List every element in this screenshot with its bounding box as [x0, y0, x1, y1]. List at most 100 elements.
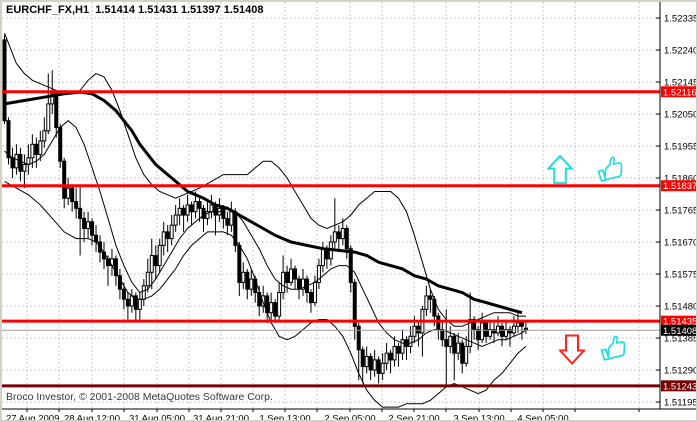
- arrow-down-icon[interactable]: [559, 334, 585, 365]
- bear-candle: [90, 221, 95, 236]
- bull-candle: [161, 231, 166, 246]
- bear-candle: [34, 143, 39, 155]
- x-tick-label: 2 Sep 05:00: [324, 414, 375, 422]
- bear-candle: [121, 288, 126, 300]
- bear-candle: [153, 254, 158, 267]
- bull-candle: [312, 281, 317, 304]
- bull-candle: [301, 278, 305, 290]
- bull-candle: [468, 318, 473, 347]
- x-tick-label: 4 Sep 05:00: [517, 414, 568, 422]
- candles-layer: [2, 34, 528, 387]
- bull-candle: [14, 153, 19, 169]
- y-tick-label: 1.51480: [664, 302, 698, 313]
- bull-candle: [30, 143, 35, 159]
- bear-candle: [440, 329, 445, 341]
- bull-candle: [50, 93, 55, 105]
- bull-candle: [261, 295, 266, 307]
- bear-candle: [74, 201, 79, 209]
- bear-candle: [237, 244, 242, 283]
- bull-candle: [169, 224, 174, 240]
- thumb-up-icon[interactable]: [598, 332, 626, 362]
- bear-candle: [245, 271, 250, 290]
- y-tick-label: 1.51860: [664, 174, 698, 185]
- bull-candle: [316, 265, 321, 283]
- level-price-badge: [661, 180, 696, 192]
- arrow-up-icon[interactable]: [547, 155, 573, 184]
- bull-candle: [193, 201, 198, 213]
- x-tick-label: 1 Sep 13:00: [259, 414, 310, 422]
- bear-candle: [428, 295, 433, 300]
- bear-candle: [484, 322, 489, 337]
- bear-candle: [507, 329, 512, 334]
- bull-candle: [332, 231, 337, 243]
- bear-candle: [308, 292, 313, 304]
- bull-candle: [269, 302, 274, 314]
- x-axis[interactable]: 27 Aug 2009 28 Aug 12:00 31 Aug 05:00 31 Au…: [6, 409, 640, 422]
- bear-candle: [113, 258, 118, 277]
- y-tick-label: 1.52145: [664, 78, 698, 89]
- grid-layer: [2, 2, 660, 409]
- y-tick-label: 1.51385: [664, 334, 698, 345]
- bull-candle: [364, 356, 369, 368]
- x-tick-label: 28 Aug 12:00: [64, 414, 120, 422]
- y-tick-label: 1.51670: [664, 238, 698, 249]
- bear-candle: [344, 228, 349, 250]
- bear-candle: [2, 39, 7, 122]
- bear-candle: [376, 359, 381, 374]
- bear-candle: [70, 187, 75, 203]
- x-tick-label: 27 Aug 2009: [6, 414, 59, 422]
- bull-candle: [241, 271, 246, 283]
- y-tick-label: 1.52335: [664, 14, 698, 25]
- bear-candle: [94, 234, 99, 243]
- thumb-up-icon[interactable]: [595, 153, 623, 183]
- bear-candle: [58, 126, 63, 162]
- bull-candle: [205, 211, 210, 219]
- bear-candle: [452, 335, 457, 354]
- bull-candle: [496, 325, 501, 334]
- bear-candle: [416, 325, 421, 334]
- bull-candle: [488, 329, 493, 337]
- x-tick-label: 31 Aug 05:00: [129, 414, 185, 422]
- bollinger-upper-line: [4, 33, 526, 327]
- bull-candle: [42, 130, 47, 142]
- bear-candle: [388, 352, 393, 361]
- bear-candle: [62, 160, 67, 199]
- thumb-up-glyph: [600, 335, 626, 361]
- bull-candle: [66, 187, 71, 199]
- bull-candle: [173, 214, 178, 226]
- current-price-badge-label: 1.51408: [663, 326, 697, 337]
- bear-candle: [285, 271, 290, 283]
- bear-candle: [133, 295, 138, 310]
- bull-candle: [22, 164, 27, 172]
- bull-candle: [249, 278, 254, 290]
- bear-candle: [257, 292, 262, 307]
- bull-candle: [157, 244, 162, 267]
- bull-candle: [400, 339, 405, 354]
- arrow-down-glyph: [559, 334, 585, 365]
- bull-candle: [145, 271, 150, 287]
- bear-candle: [225, 217, 230, 226]
- level-price-badge-label: 1.51243: [663, 381, 697, 392]
- level-price-badge: [661, 86, 696, 98]
- bull-candle: [448, 335, 453, 347]
- bear-candle: [165, 231, 170, 240]
- bull-candle: [372, 359, 377, 371]
- bull-candle: [340, 228, 345, 240]
- thumb-up-glyph: [597, 156, 623, 182]
- y-axis[interactable]: 1.52335 1.52240 1.52145 1.52050 1.51955 1.518…: [656, 14, 698, 409]
- copyright-text: Broco Investor, © 2001-2008 MetaQuotes S…: [6, 391, 273, 403]
- bear-candle: [436, 315, 441, 331]
- bull-candle: [456, 342, 461, 354]
- y-tick-label: 1.51765: [664, 206, 698, 217]
- arrow-up-glyph: [547, 155, 573, 184]
- bull-candle: [380, 362, 385, 374]
- bull-candle: [384, 352, 389, 364]
- bear-candle: [360, 349, 365, 368]
- bull-candle: [141, 285, 146, 300]
- bear-candle: [356, 325, 361, 351]
- current-price-badge: [661, 324, 696, 336]
- bull-candle: [464, 345, 469, 364]
- bear-candle: [273, 302, 278, 317]
